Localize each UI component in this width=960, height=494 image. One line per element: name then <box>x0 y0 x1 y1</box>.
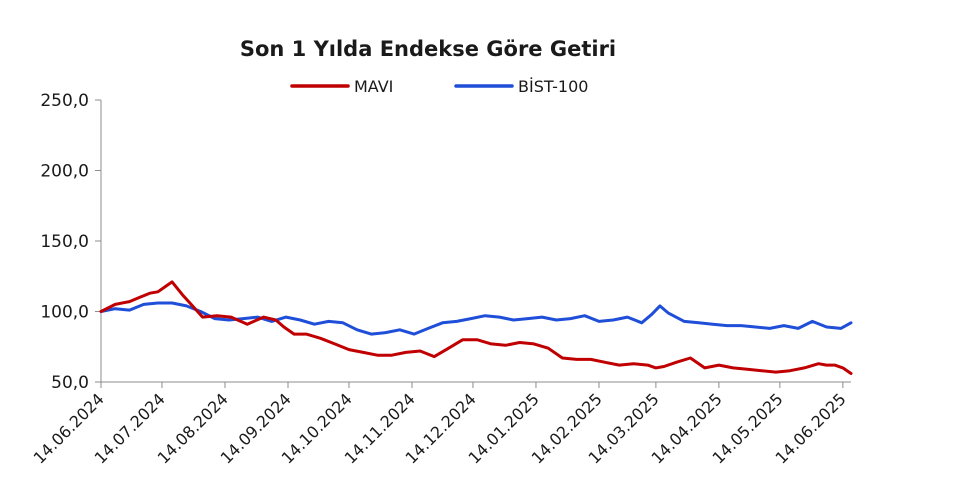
y-tick-label: 150,0 <box>40 232 89 252</box>
y-tick-label: 50,0 <box>51 373 89 393</box>
x-axis: 14.06.202414.07.202414.08.202414.09.2024… <box>30 381 851 468</box>
legend-label-mavi: MAVI <box>354 77 393 96</box>
series-line-bist100 <box>99 301 853 336</box>
y-tick-label: 200,0 <box>40 162 89 182</box>
y-tick-label: 100,0 <box>40 303 89 323</box>
series-line-mavi <box>99 280 853 375</box>
y-tick-label: 250,0 <box>40 91 89 111</box>
chart-title: Son 1 Yılda Endekse Göre Getiri <box>240 37 616 61</box>
y-axis: 50,0 100,0 150,0 200,0 250,0 <box>40 91 102 393</box>
legend-label-bist100: BİST-100 <box>518 77 588 96</box>
legend: MAVI BİST-100 <box>290 77 588 96</box>
series-layer <box>99 280 853 375</box>
